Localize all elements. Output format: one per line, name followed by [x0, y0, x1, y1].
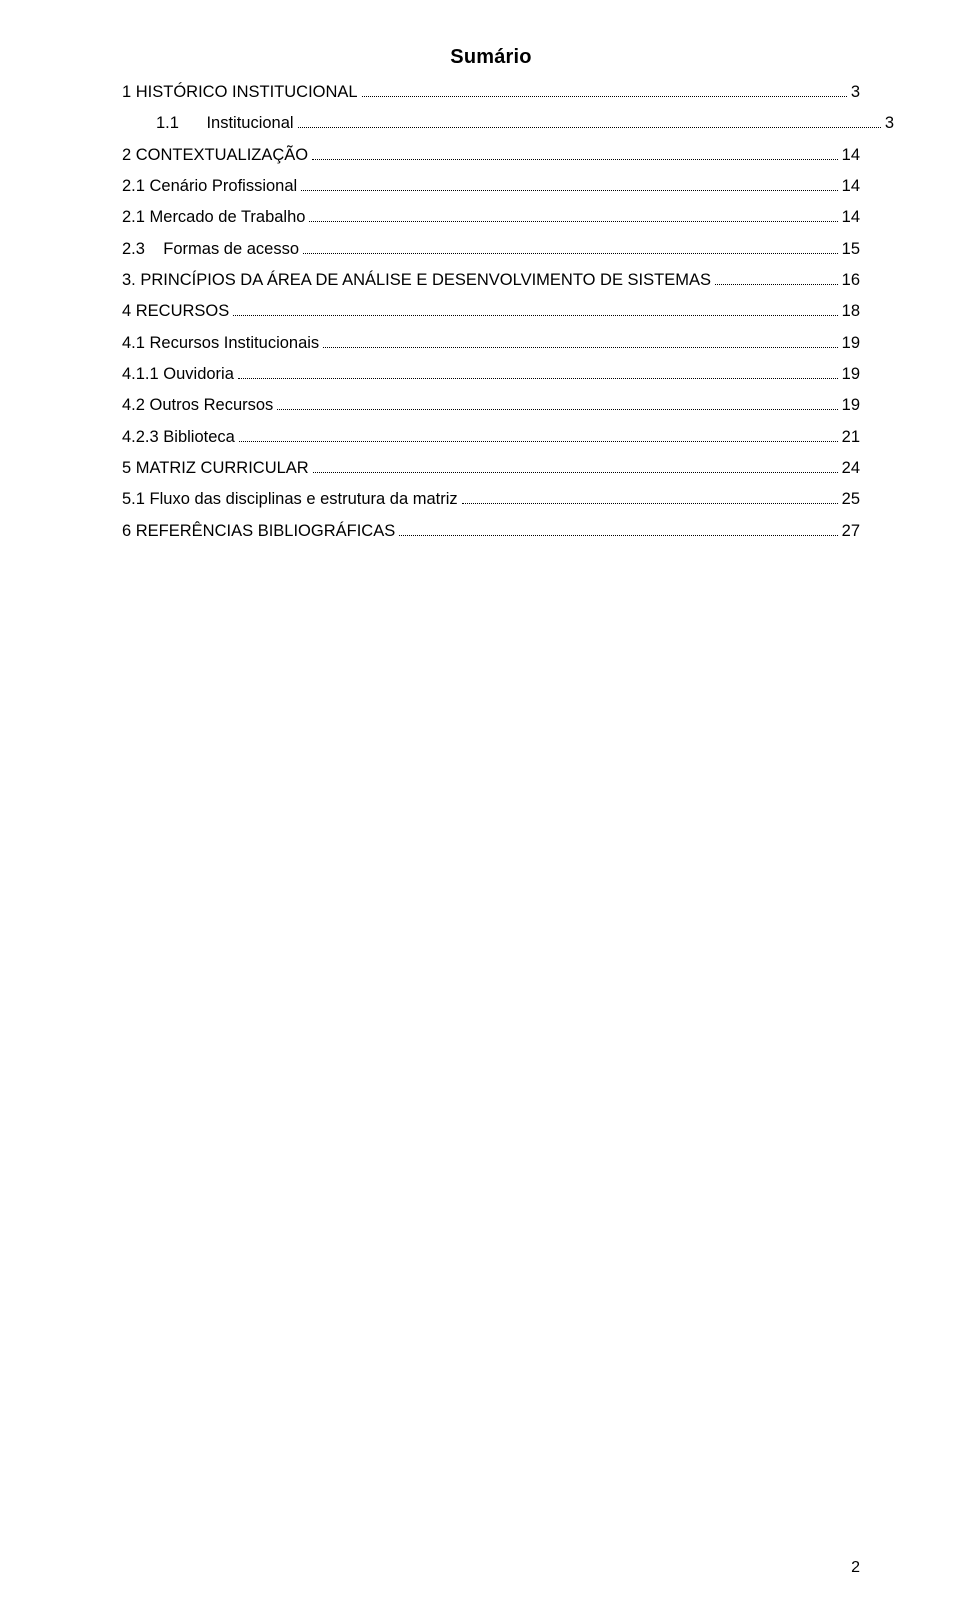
- toc-entry-page: 19: [842, 390, 860, 421]
- toc-entry-page: 14: [842, 171, 860, 202]
- toc-entry-label: 2 CONTEXTUALIZAÇÃO: [122, 140, 308, 171]
- toc-entry-label: 4 RECURSOS: [122, 296, 229, 327]
- toc-dot-leader: [323, 334, 837, 348]
- toc-entry-page: 19: [842, 328, 860, 359]
- document-page: Sumário 1 HISTÓRICO INSTITUCIONAL 31.1 I…: [0, 0, 960, 1617]
- toc-entry-label: 4.2 Outros Recursos: [122, 390, 273, 421]
- toc-entry-page: 14: [842, 140, 860, 171]
- toc-entry-page: 21: [842, 422, 860, 453]
- toc-dot-leader: [715, 271, 838, 285]
- toc-dot-leader: [399, 522, 837, 536]
- toc-entry-page: 25: [842, 484, 860, 515]
- toc-entry: 2.1 Cenário Profissional 14: [122, 171, 860, 202]
- toc-entry: 4.2 Outros Recursos 19: [122, 390, 860, 421]
- toc-entry-label: 2.3 Formas de acesso: [122, 234, 299, 265]
- toc-entry: 4.2.3 Biblioteca 21: [122, 422, 860, 453]
- toc-entry: 3. PRINCÍPIOS DA ÁREA DE ANÁLISE E DESEN…: [122, 265, 860, 296]
- toc-dot-leader: [239, 428, 838, 442]
- toc-entry-label: 2.1 Mercado de Trabalho: [122, 202, 305, 233]
- toc-entry-page: 15: [842, 234, 860, 265]
- toc-entry-page: 18: [842, 296, 860, 327]
- toc-dot-leader: [277, 396, 837, 410]
- toc-entry-page: 24: [842, 453, 860, 484]
- toc-entry-label: 1 HISTÓRICO INSTITUCIONAL: [122, 77, 358, 108]
- toc-entry-label: 4.1.1 Ouvidoria: [122, 359, 234, 390]
- toc-entry: 6 REFERÊNCIAS BIBLIOGRÁFICAS 27: [122, 516, 860, 547]
- toc-entry: 2 CONTEXTUALIZAÇÃO 14: [122, 140, 860, 171]
- toc-entry-label: 4.2.3 Biblioteca: [122, 422, 235, 453]
- toc-container: 1 HISTÓRICO INSTITUCIONAL 31.1 Instituci…: [122, 77, 860, 547]
- toc-entry: 4 RECURSOS 18: [122, 296, 860, 327]
- toc-dot-leader: [233, 302, 837, 316]
- toc-entry-page: 3: [885, 108, 894, 139]
- toc-entry-label: 3. PRINCÍPIOS DA ÁREA DE ANÁLISE E DESEN…: [122, 265, 711, 296]
- toc-dot-leader: [462, 490, 838, 504]
- toc-entry: 1 HISTÓRICO INSTITUCIONAL 3: [122, 77, 860, 108]
- toc-dot-leader: [312, 146, 838, 160]
- toc-entry-label: 4.1 Recursos Institucionais: [122, 328, 319, 359]
- toc-entry: 2.3 Formas de acesso 15: [122, 234, 860, 265]
- toc-entry-page: 19: [842, 359, 860, 390]
- toc-dot-leader: [238, 365, 838, 379]
- toc-entry-page: 3: [851, 77, 860, 108]
- toc-entry-page: 14: [842, 202, 860, 233]
- toc-entry: 5.1 Fluxo das disciplinas e estrutura da…: [122, 484, 860, 515]
- toc-dot-leader: [298, 114, 881, 128]
- toc-dot-leader: [313, 459, 838, 473]
- toc-dot-leader: [301, 177, 837, 191]
- toc-entry: 5 MATRIZ CURRICULAR 24: [122, 453, 860, 484]
- toc-entry-page: 16: [842, 265, 860, 296]
- toc-entry-page: 27: [842, 516, 860, 547]
- toc-entry-label: 5.1 Fluxo das disciplinas e estrutura da…: [122, 484, 458, 515]
- toc-entry: 4.1.1 Ouvidoria 19: [122, 359, 860, 390]
- toc-title: Sumário: [122, 46, 860, 69]
- toc-entry: 4.1 Recursos Institucionais 19: [122, 328, 860, 359]
- toc-entry: 2.1 Mercado de Trabalho 14: [122, 202, 860, 233]
- toc-dot-leader: [309, 208, 837, 222]
- toc-entry-label: 6 REFERÊNCIAS BIBLIOGRÁFICAS: [122, 516, 395, 547]
- toc-entry-label: 2.1 Cenário Profissional: [122, 171, 297, 202]
- toc-entry-label: 5 MATRIZ CURRICULAR: [122, 453, 309, 484]
- toc-entry-label: 1.1 Institucional: [156, 108, 294, 139]
- toc-dot-leader: [303, 240, 838, 254]
- toc-entry: 1.1 Institucional 3: [122, 108, 894, 139]
- toc-dot-leader: [362, 83, 847, 97]
- footer-page-number: 2: [851, 1559, 860, 1577]
